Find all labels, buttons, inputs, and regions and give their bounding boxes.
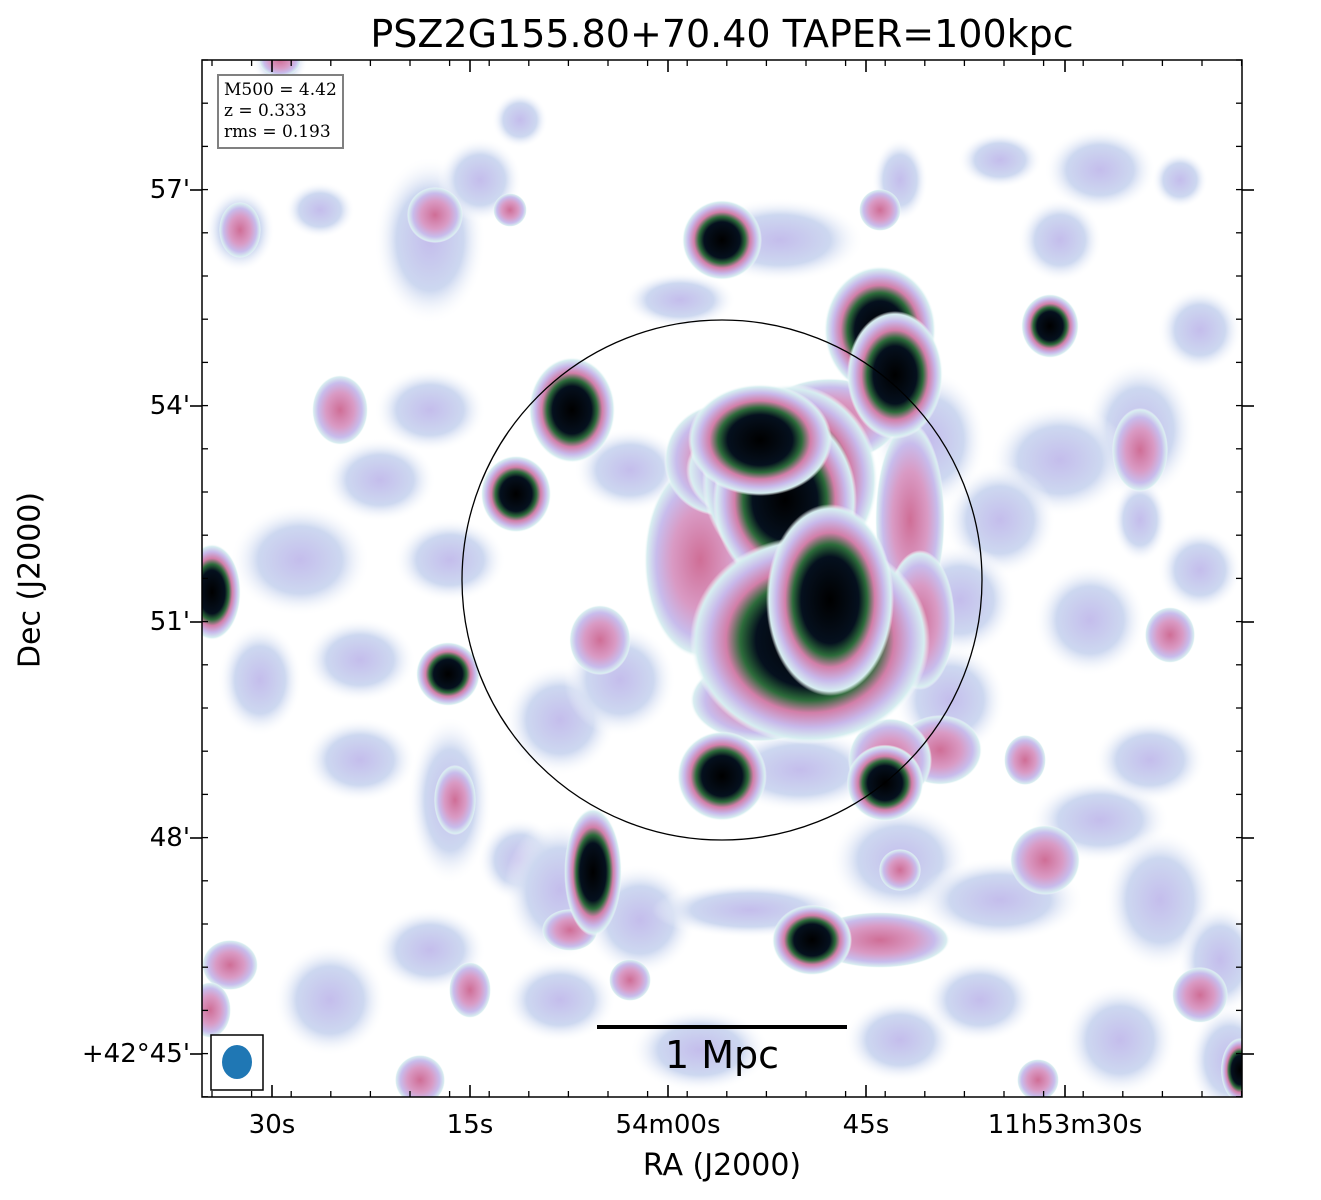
diffuse-emission [574, 428, 686, 512]
diffuse-emission [492, 92, 548, 148]
m500-label: M500 = 4.42 [224, 80, 337, 100]
x-tick-label: 54m00s [615, 1110, 721, 1140]
radio-source [677, 731, 767, 821]
diffuse-emission [879, 849, 921, 891]
diffuse-emission [1094, 718, 1206, 802]
diffuse-emission [394, 518, 506, 602]
y-tick-label: +42°45' [81, 1039, 190, 1069]
radio-source [564, 808, 622, 936]
radio-source [766, 504, 894, 696]
diffuse-emission [924, 958, 1036, 1042]
redshift-label: z = 0.333 [224, 101, 307, 121]
diffuse-emission [285, 182, 355, 238]
diffuse-emission [219, 202, 261, 258]
diffuse-emission [394, 1054, 446, 1097]
diffuse-emission [569, 605, 631, 675]
diffuse-emission [274, 944, 386, 1056]
radio-source [688, 384, 832, 496]
diffuse-emission [407, 187, 463, 243]
radio-source [202, 544, 241, 640]
radio-source [416, 642, 480, 706]
radio-source [772, 904, 852, 976]
diffuse-emission [493, 193, 527, 227]
diffuse-emission [1044, 128, 1156, 212]
diffuse-emission [1004, 734, 1046, 786]
x-tick-label: 30s [248, 1110, 296, 1140]
y-tick-label: 57' [149, 175, 190, 205]
diffuse-emission [1010, 825, 1080, 895]
diffuse-emission [1112, 478, 1168, 562]
diffuse-emission [958, 132, 1042, 188]
diffuse-emission [1144, 607, 1196, 663]
diffuse-emission [844, 998, 956, 1082]
x-tick-label: 45s [842, 1110, 890, 1140]
diffuse-emission [1018, 198, 1102, 282]
diffuse-emission [218, 624, 302, 736]
diffuse-emission [312, 375, 368, 445]
x-tick-label: 11h53m30s [987, 1110, 1143, 1140]
diffuse-emission [304, 718, 416, 802]
x-axis-label: RA (J2000) [642, 1148, 802, 1183]
radio-source [528, 357, 616, 463]
emission-map [202, 60, 1242, 1097]
beam-ellipse [222, 1045, 252, 1079]
diffuse-emission [1034, 564, 1146, 676]
diffuse-emission [259, 60, 301, 77]
y-tick-label: 51' [149, 607, 190, 637]
radio-source [1021, 294, 1079, 358]
r500-circle [461, 319, 983, 841]
diffuse-emission [434, 765, 476, 835]
diffuse-emission [374, 368, 486, 452]
radio-source [480, 455, 552, 533]
diffuse-emission [1158, 528, 1242, 612]
diffuse-emission [504, 958, 616, 1042]
diffuse-emission [1112, 408, 1168, 492]
diffuse-emission [859, 189, 901, 231]
diffuse-emission [202, 939, 258, 991]
info-box: M500 = 4.42 z = 0.333 rms = 0.193 [217, 74, 344, 149]
diffuse-emission [449, 962, 491, 1018]
x-tick-label: 15s [446, 1110, 494, 1140]
radio-source [1220, 1038, 1242, 1097]
diffuse-emission [1158, 288, 1242, 372]
diffuse-emission [324, 438, 436, 522]
diffuse-emission [304, 618, 416, 702]
diffuse-emission [609, 959, 651, 1001]
y-tick-label: 54' [149, 391, 190, 421]
radio-source [682, 200, 762, 280]
plot-title: PSZ2G155.80+70.40 TAPER=100kpc [370, 12, 1074, 56]
diffuse-emission [1152, 152, 1208, 208]
diffuse-emission [1064, 984, 1176, 1096]
y-tick-label: 48' [149, 823, 190, 853]
y-axis-label: Dec (J2000) [12, 491, 48, 669]
diffuse-emission [1017, 1059, 1059, 1097]
radio-source [847, 311, 943, 439]
diffuse-emission [230, 504, 370, 616]
diffuse-emission [1172, 967, 1228, 1023]
scale-bar-label: 1 Mpc [664, 1033, 780, 1077]
diffuse-emission [202, 982, 231, 1038]
axis-ticks [190, 59, 1254, 1098]
rms-label: rms = 0.193 [224, 122, 331, 142]
diffuse-emission [624, 272, 736, 328]
